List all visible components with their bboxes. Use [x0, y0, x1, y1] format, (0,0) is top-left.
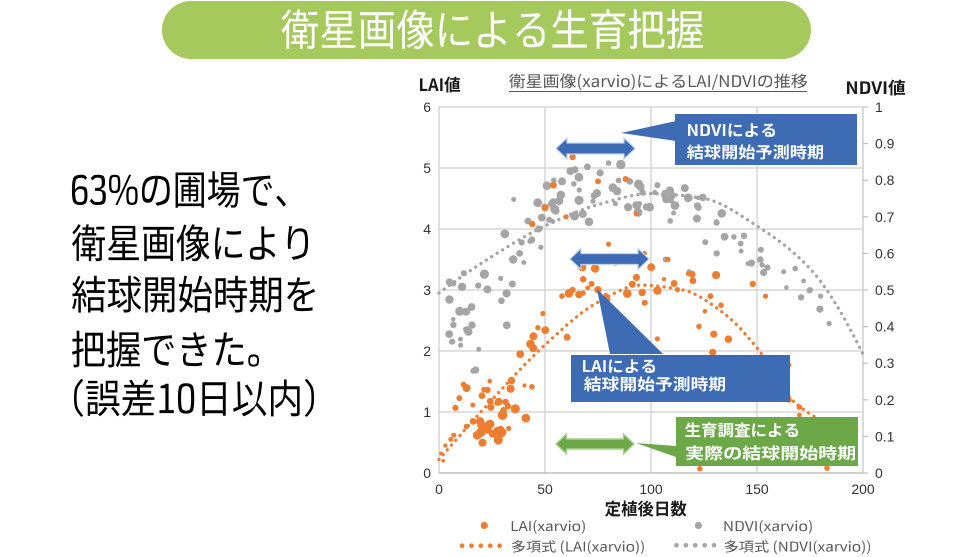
svg-text:0.8: 0.8: [875, 172, 895, 188]
svg-text:5: 5: [423, 160, 431, 176]
svg-text:0.3: 0.3: [875, 355, 895, 371]
svg-text:6: 6: [423, 99, 431, 115]
svg-text:0.7: 0.7: [875, 209, 895, 225]
svg-text:150: 150: [745, 481, 769, 497]
svg-text:0.5: 0.5: [875, 282, 895, 298]
svg-text:0.9: 0.9: [875, 136, 895, 152]
svg-text:3: 3: [423, 282, 431, 298]
svg-text:0.1: 0.1: [875, 428, 895, 444]
svg-text:1: 1: [875, 99, 883, 115]
svg-text:4: 4: [423, 221, 431, 237]
svg-text:0.2: 0.2: [875, 392, 895, 408]
svg-text:2: 2: [423, 343, 431, 359]
svg-text:0: 0: [435, 481, 443, 497]
svg-text:0.6: 0.6: [875, 245, 895, 261]
svg-text:1: 1: [423, 404, 431, 420]
svg-text:0: 0: [423, 465, 431, 481]
svg-text:0.4: 0.4: [875, 319, 895, 335]
svg-text:100: 100: [639, 481, 663, 497]
svg-text:50: 50: [537, 481, 553, 497]
svg-text:200: 200: [851, 481, 875, 497]
svg-text:0: 0: [875, 465, 883, 481]
